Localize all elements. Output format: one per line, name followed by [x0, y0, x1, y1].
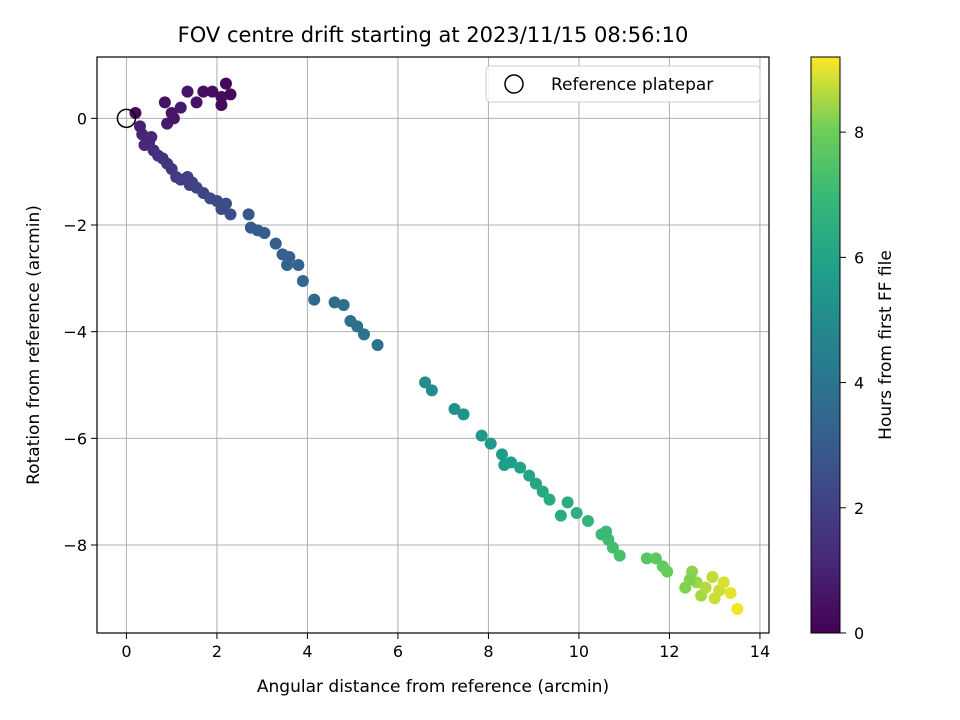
data-point: [448, 403, 461, 415]
data-point: [600, 525, 613, 538]
data-point: [457, 408, 470, 421]
data-point: [357, 328, 370, 341]
data-point: [606, 541, 619, 554]
data-point: [258, 227, 271, 239]
x-tick-label: 10: [569, 642, 589, 661]
data-point: [683, 573, 696, 586]
data-point: [224, 88, 237, 101]
data-point: [296, 275, 309, 287]
legend-box: [485, 65, 761, 103]
y-axis-label: Rotation from reference (arcmin): [24, 205, 44, 485]
data-point: [371, 339, 384, 351]
data-point: [308, 293, 321, 306]
data-point: [561, 496, 574, 509]
data-point: [129, 107, 142, 119]
data-point: [419, 376, 432, 389]
data-point: [242, 208, 255, 221]
x-tick-label: 8: [483, 642, 493, 661]
colorbar-ticks: 0 2 4 6 8: [840, 123, 864, 643]
data-point: [269, 237, 282, 250]
data-point: [724, 587, 737, 599]
data-point: [190, 96, 203, 109]
y-axis-ticks: 0 −2 −4 −6 −8: [63, 109, 97, 555]
data-point: [731, 603, 744, 615]
data-point: [708, 592, 721, 605]
data-point: [215, 203, 228, 215]
data-point: [219, 77, 232, 90]
data-point: [706, 571, 719, 583]
data-point: [145, 131, 158, 143]
data-point: [484, 437, 497, 450]
x-axis-label: Angular distance from reference (arcmin): [257, 677, 609, 697]
y-tick-label: −4: [63, 323, 87, 342]
x-tick-label: 6: [393, 642, 403, 661]
legend-marker: [504, 74, 524, 94]
data-point: [337, 299, 350, 311]
data-point: [523, 469, 536, 482]
data-point: [543, 493, 556, 506]
data-point: [292, 259, 305, 271]
data-point: [613, 549, 626, 562]
data-point: [554, 509, 567, 522]
data-point: [425, 384, 438, 397]
data-point: [498, 459, 511, 471]
scatter-points: [129, 77, 744, 615]
data-point: [133, 120, 146, 133]
data-point: [475, 429, 488, 442]
plot-frame: [96, 56, 770, 634]
colorbar-tick-label: 8: [854, 123, 864, 142]
data-point: [183, 179, 196, 191]
data-point: [224, 208, 237, 221]
colorbar-tick-label: 0: [854, 624, 864, 643]
data-point: [529, 477, 542, 490]
data-point: [649, 552, 662, 565]
reference-platepar-marker: [116, 108, 137, 129]
x-tick-label: 14: [750, 642, 770, 661]
x-tick-label: 0: [121, 642, 131, 661]
x-tick-label: 4: [302, 642, 312, 661]
colorbar-label: Hours from first FF file: [876, 250, 896, 440]
data-point: [699, 581, 712, 594]
data-point: [174, 101, 187, 114]
y-tick-label: 0: [77, 109, 87, 128]
data-point: [215, 99, 228, 111]
x-axis-ticks: 0 2 4 6 8 10 12 14: [121, 633, 770, 661]
data-point: [197, 85, 210, 98]
data-point: [581, 515, 594, 527]
data-point: [351, 320, 364, 333]
data-point: [158, 96, 171, 109]
data-point: [328, 296, 341, 309]
data-point: [167, 112, 180, 125]
data-point: [717, 576, 730, 589]
y-tick-label: −6: [63, 429, 87, 448]
colorbar-tick-label: 4: [854, 374, 864, 393]
data-point: [206, 85, 219, 98]
grid-lines: [97, 57, 769, 633]
data-point: [536, 485, 549, 498]
data-point: [496, 448, 509, 461]
data-point: [283, 251, 296, 263]
legend: Reference platepar: [485, 65, 761, 103]
x-tick-label: 12: [659, 642, 679, 661]
data-point: [514, 461, 527, 474]
data-point: [661, 565, 674, 578]
chart-title: FOV centre drift starting at 2023/11/15 …: [178, 23, 689, 47]
colorbar: [810, 56, 841, 634]
legend-label: Reference platepar: [551, 75, 713, 95]
data-point: [570, 507, 583, 519]
data-point: [181, 85, 194, 98]
x-tick-label: 2: [212, 642, 222, 661]
y-tick-label: −2: [63, 216, 87, 235]
y-tick-label: −8: [63, 536, 87, 555]
colorbar-tick-label: 6: [854, 248, 864, 267]
colorbar-tick-label: 2: [854, 499, 864, 518]
data-point: [640, 552, 653, 565]
